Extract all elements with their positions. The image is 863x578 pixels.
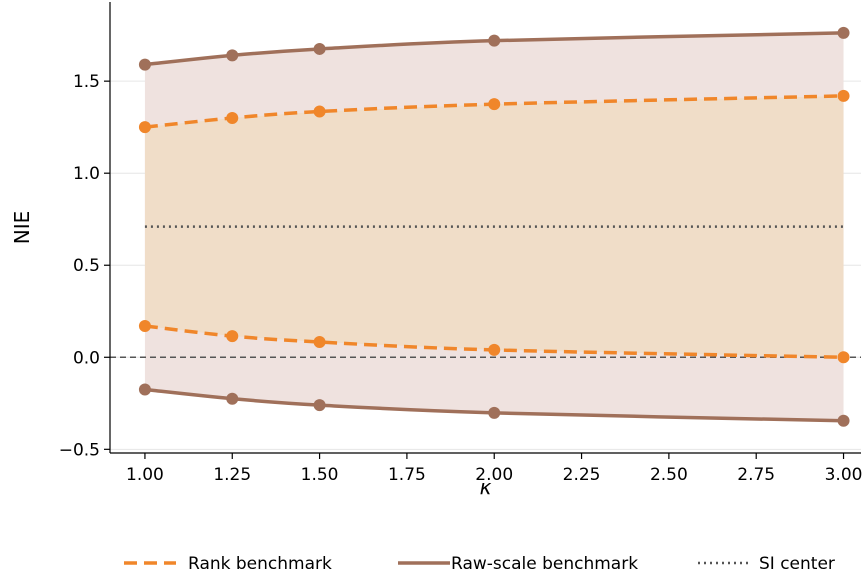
series-0-point-4 (837, 89, 850, 102)
series-line-1 (144, 324, 844, 360)
series-3-point-4 (837, 414, 850, 427)
series-2-point-2 (313, 42, 326, 55)
series-1-point-0 (138, 319, 151, 332)
x-tick-label-2: 1.50 (301, 465, 339, 485)
series-1-point-3 (488, 343, 501, 356)
y-tick-label-2: 0.5 (73, 256, 100, 276)
x-tick-label-1: 1.25 (213, 465, 251, 485)
series-line-3 (144, 387, 844, 423)
series-1-point-2 (313, 335, 326, 348)
series-0-point-1 (226, 111, 239, 124)
series-2-point-0 (138, 58, 151, 71)
series-0-point-3 (488, 98, 501, 111)
series-3-point-0 (138, 383, 151, 396)
y-tick-label-1: 0.0 (73, 348, 100, 368)
x-tick-label-7: 2.75 (737, 465, 775, 485)
x-tick-label-5: 2.25 (563, 465, 601, 485)
series-2-point-3 (488, 34, 501, 47)
legend-label-0: Rank benchmark (188, 554, 332, 574)
axes: −0.5 0.0 0.5 1.0 1.5 1.00 1.25 1.50 1.75 2.00 2.25… (59, 2, 863, 485)
legend-label-2: SI center (759, 554, 835, 574)
x-tick-label-4: 2.00 (475, 465, 513, 485)
x-tick-label-3: 1.75 (388, 465, 426, 485)
series-2-point-1 (226, 49, 239, 62)
x-tick-label-8: 3.00 (825, 465, 863, 485)
series-3-point-2 (313, 399, 326, 412)
series-2-point-4 (837, 26, 850, 39)
x-axis-label: κ (480, 475, 492, 499)
series-1-point-4 (837, 351, 850, 364)
x-tick-label-6: 2.50 (650, 465, 688, 485)
series-3-point-1 (226, 392, 239, 405)
series-1-point-1 (226, 330, 239, 343)
series-0-point-0 (138, 121, 151, 134)
series-line-2 (144, 31, 844, 67)
legend-label-1: Raw-scale benchmark (451, 554, 638, 574)
legend: Rank benchmark Raw-scale benchmark SI cent… (124, 554, 835, 574)
series-line-0 (144, 94, 844, 129)
x-tick-label-0: 1.00 (126, 465, 164, 485)
series-3-point-3 (488, 406, 501, 419)
y-axis-label: NIE (10, 211, 34, 245)
y-tick-label-3: 1.0 (73, 164, 100, 184)
series-0-point-2 (313, 105, 326, 118)
plot-area (110, 26, 861, 450)
y-tick-label-4: 1.5 (73, 72, 100, 92)
y-tick-label-0: −0.5 (59, 440, 100, 460)
